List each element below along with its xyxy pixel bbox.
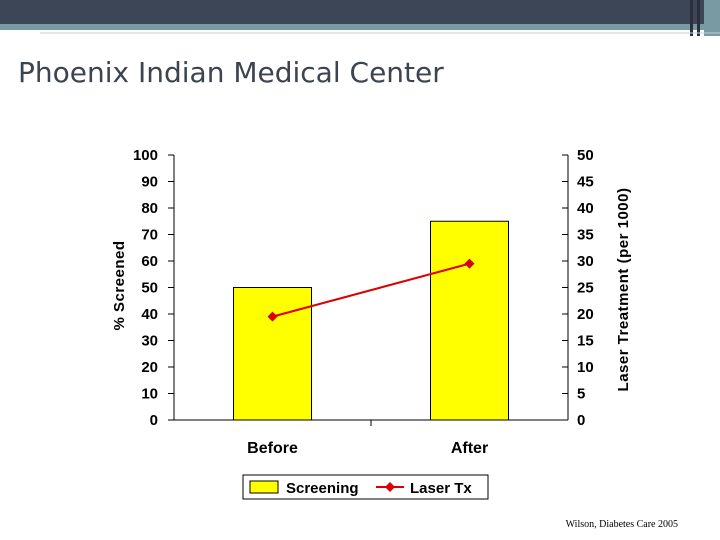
right-tick-label: 20 [577,306,594,323]
left-tick-label: 70 [141,227,158,244]
left-tick-label: 50 [141,280,158,297]
left-tick-label: 60 [141,253,158,270]
right-tick-label: 45 [577,174,594,191]
right-tick-label: 15 [577,333,594,350]
left-tick-label: 100 [133,147,158,164]
bar-screening [430,220,509,421]
legend-swatch-screening [249,480,279,494]
slide-title: Phoenix Indian Medical Center [18,56,444,89]
point-laser-tx [267,311,278,322]
left-tick-label: 10 [141,386,158,403]
left-tick-label: 40 [141,306,158,323]
left-tick-label: 90 [141,174,158,191]
legend-label-screening: Screening [286,480,359,497]
category-label: Before [247,440,298,457]
legend-swatch-laser-tx-marker [385,482,395,492]
left-tick-label: 80 [141,200,158,217]
right-tick-label: 25 [577,280,594,297]
right-tick-label: 30 [577,253,594,270]
citation: Wilson, Diabetes Care 2005 [565,519,678,530]
y-axis-title: % Screened [111,240,128,330]
legend-label-laser-tx: Laser Tx [410,480,472,497]
right-tick-label: 10 [577,359,594,376]
left-tick-label: 30 [141,333,158,350]
right-tick-label: 0 [577,412,585,429]
top-banner [0,0,720,36]
y2-axis-title: Laser Treatment (per 1000) [615,188,632,392]
right-tick-label: 50 [577,147,594,164]
left-tick-label: 20 [141,359,158,376]
legend-box [242,474,489,500]
category-label: After [451,440,488,457]
right-tick-label: 5 [577,386,585,403]
left-tick-label: 0 [150,412,158,429]
line-laser-tx [272,262,470,318]
right-tick-label: 35 [577,227,594,244]
bar-screening [233,287,312,421]
right-tick-label: 40 [577,200,594,217]
point-laser-tx [464,258,475,269]
